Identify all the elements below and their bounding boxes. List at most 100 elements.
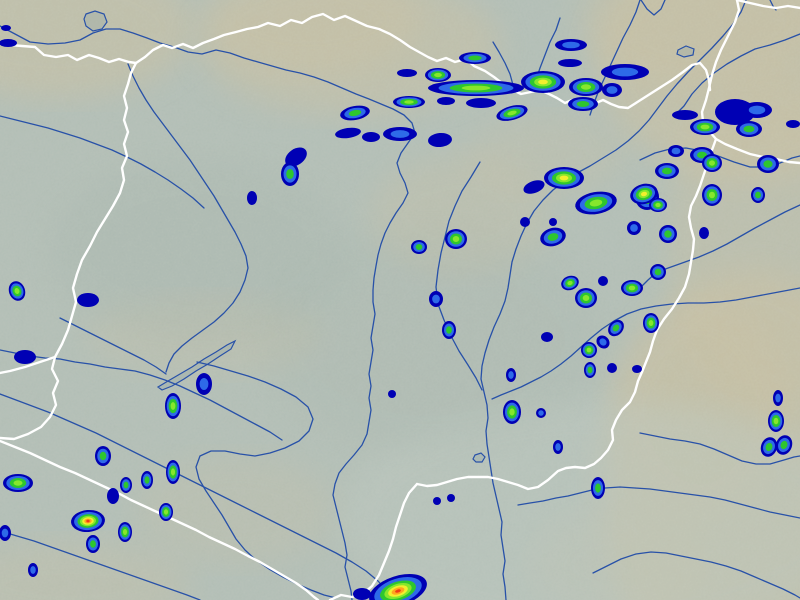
precip-intensity-green: [743, 125, 755, 133]
precip-cell: [584, 362, 596, 378]
river-line: [59, 317, 167, 375]
precip-cell: [627, 221, 641, 235]
precip-intensity-navy: [672, 110, 698, 120]
precip-cell: [659, 225, 677, 243]
precip-cell: [14, 350, 36, 364]
precip-cell: [591, 477, 605, 499]
precip-intensity-bright: [709, 191, 715, 199]
river-line: [535, 17, 561, 81]
river-line: [127, 63, 249, 373]
country-border-line: [0, 355, 57, 375]
precip-cell: [120, 477, 132, 493]
precip-intensity-navy: [466, 98, 496, 108]
precip-cell: [601, 64, 649, 80]
precip-cell: [575, 288, 597, 308]
precip-intensity-navy: [14, 350, 36, 364]
precip-cell: [340, 105, 370, 121]
precip-cell: [77, 293, 99, 307]
precip-intensity-red: [395, 589, 401, 593]
precip-cell: [581, 342, 597, 358]
river-line: [0, 115, 205, 209]
precip-cell: [166, 460, 180, 484]
river-line: [0, 393, 395, 600]
lake-outline: [156, 339, 237, 391]
precip-intensity-bright: [628, 285, 636, 291]
precip-intensity-bright: [655, 202, 661, 208]
precip-intensity-navy: [362, 132, 380, 142]
precip-cell: [598, 276, 608, 286]
river-line: [639, 147, 800, 168]
precip-cell: [672, 110, 698, 120]
precip-intensity-green: [654, 268, 662, 276]
precip-intensity-navy: [598, 276, 608, 286]
precip-intensity-bright: [170, 402, 176, 410]
precip-cell: [281, 162, 299, 186]
country-border-line: [0, 12, 712, 110]
precip-cell: [602, 83, 622, 97]
precip-cell: [760, 437, 778, 457]
river-line: [517, 486, 800, 519]
precip-cell: [165, 393, 181, 419]
country-border-line: [700, 0, 800, 165]
precip-intensity-navy: [541, 332, 553, 342]
precip-intensity-yellow: [559, 175, 569, 181]
precip-intensity-green: [780, 440, 788, 450]
precip-intensity-green: [446, 326, 452, 334]
precip-cell: [95, 446, 111, 466]
precip-intensity-bright: [589, 199, 603, 207]
precip-intensity-green: [765, 442, 773, 452]
precip-intensity-blue: [538, 410, 544, 416]
precipitation-layer: [0, 25, 800, 600]
precip-intensity-blue: [555, 443, 561, 451]
precip-cell: [544, 167, 584, 189]
precip-intensity-navy: [388, 390, 396, 398]
precip-cell: [335, 127, 361, 139]
precip-cell: [568, 97, 598, 111]
precip-cell: [141, 471, 153, 489]
precip-cell: [742, 102, 772, 118]
precip-cell: [86, 535, 100, 553]
precip-cell: [8, 281, 26, 301]
precip-cell: [668, 145, 684, 157]
precip-cell: [736, 121, 762, 137]
precip-intensity-blue: [562, 41, 580, 49]
precip-cell: [0, 525, 11, 541]
precip-intensity-navy: [0, 39, 17, 47]
river-line: [592, 551, 800, 599]
precip-intensity-green: [144, 476, 150, 484]
precip-intensity-bright: [567, 280, 573, 286]
precip-cell: [285, 147, 307, 167]
precip-intensity-navy: [447, 494, 455, 502]
precip-intensity-bright: [586, 347, 592, 353]
river-line: [0, 349, 283, 441]
precip-intensity-navy: [428, 132, 452, 148]
precip-cell: [383, 127, 417, 141]
precip-cell: [459, 52, 491, 64]
lakes-layer: [83, 10, 695, 463]
precip-cell: [786, 120, 800, 128]
precip-intensity-blue: [390, 130, 410, 138]
country-border-line: [0, 439, 320, 600]
precip-cell: [630, 183, 658, 205]
precip-cell: [397, 69, 417, 77]
precip-intensity-navy: [523, 180, 545, 194]
precip-cell: [445, 229, 467, 249]
precip-cell: [1, 25, 11, 31]
precip-intensity-bright: [434, 72, 442, 78]
river-line: [677, 33, 800, 113]
precip-intensity-yellow: [640, 191, 648, 197]
river-line: [480, 0, 747, 600]
precip-cell: [773, 390, 783, 406]
precip-cell: [429, 291, 443, 307]
precip-intensity-green: [286, 168, 294, 180]
precip-cell: [702, 184, 722, 206]
precip-cell: [643, 313, 659, 333]
precip-intensity-blue: [199, 377, 209, 391]
precip-intensity-green: [576, 101, 590, 107]
precip-intensity-blue: [30, 566, 36, 574]
precip-intensity-navy: [607, 363, 617, 373]
precip-cell: [569, 78, 603, 96]
precip-cell: [393, 96, 425, 108]
precip-intensity-bright: [700, 124, 710, 130]
